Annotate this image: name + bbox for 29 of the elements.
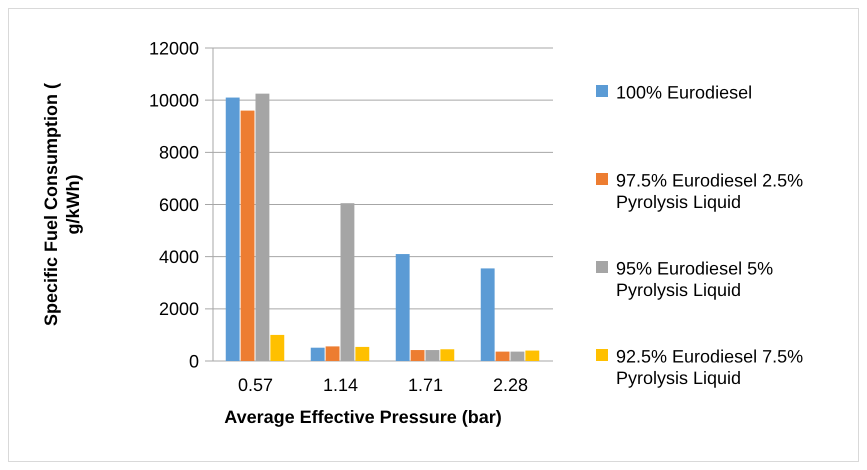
x-tick-label: 0.57 [238, 375, 274, 395]
bar [226, 98, 240, 361]
bar [355, 346, 370, 361]
x-tick-label: 2.28 [492, 375, 528, 395]
y-tick-label: 0 [188, 351, 199, 372]
bar [480, 268, 495, 361]
bar [310, 348, 325, 361]
bar [410, 350, 424, 361]
bar [396, 254, 410, 361]
legend-label: 100% Eurodiesel [616, 82, 752, 102]
x-axis-title: Average Effective Pressure (bar) [224, 407, 502, 427]
bar [326, 346, 340, 361]
y-tick-label: 4000 [158, 246, 199, 267]
y-tick-label: 8000 [158, 142, 199, 163]
y-tick-label: 2000 [158, 299, 199, 320]
x-tick-label: 1.14 [322, 375, 358, 395]
bar [525, 350, 540, 361]
bar [270, 334, 284, 361]
legend-label: 92.5% Eurodiesel 7.5% Pyrolysis Liquid [616, 346, 804, 388]
bar [496, 352, 510, 361]
legend-label: 95% Eurodiesel 5% Pyrolysis Liquid [616, 258, 774, 300]
y-tick-label: 10000 [148, 90, 199, 110]
legend-label: 97.5% Eurodiesel 2.5% Pyrolysis Liquid [616, 170, 804, 212]
y-tick-label: 6000 [158, 194, 199, 215]
bar [440, 349, 454, 361]
y-tick-label: 12000 [148, 38, 199, 58]
x-tick-label: 1.71 [408, 375, 444, 395]
y-axis-title: Specific Fuel Consumption ( g/kWh) [41, 82, 83, 326]
bar [240, 110, 254, 361]
